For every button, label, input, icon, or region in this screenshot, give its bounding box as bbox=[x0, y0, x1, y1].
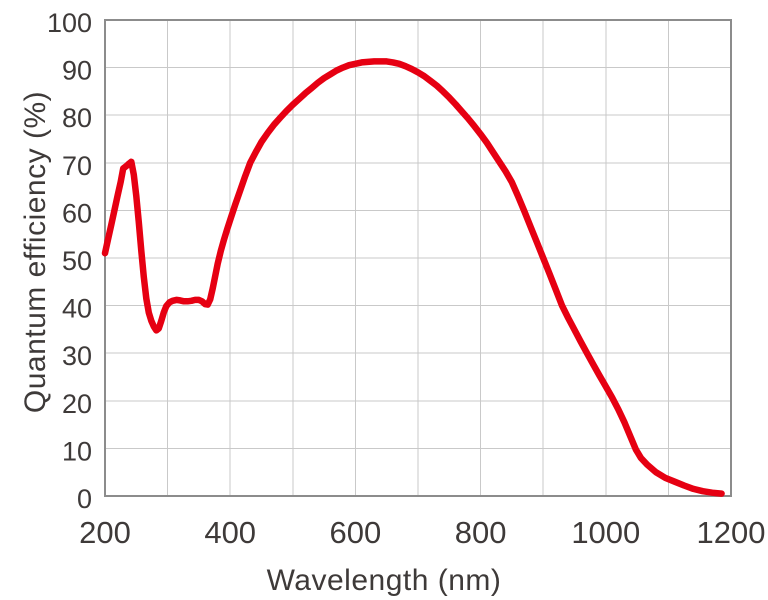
qe-curve bbox=[101, 58, 725, 497]
y-tick-label: 0 bbox=[77, 484, 92, 514]
y-tick-label: 100 bbox=[47, 8, 92, 38]
x-tick-label: 800 bbox=[455, 515, 507, 550]
x-tick-label: 400 bbox=[204, 515, 256, 550]
y-tick-label: 20 bbox=[62, 389, 92, 419]
y-tick-label: 50 bbox=[62, 246, 92, 276]
y-tick-label: 30 bbox=[62, 341, 92, 371]
y-tick-label: 70 bbox=[62, 151, 92, 181]
y-tick-label: 60 bbox=[62, 198, 92, 228]
x-tick-label: 200 bbox=[79, 515, 131, 550]
y-tick-label: 80 bbox=[62, 103, 92, 133]
y-tick-label: 10 bbox=[62, 436, 92, 466]
plot-border bbox=[104, 19, 732, 497]
x-tick-label: 600 bbox=[330, 515, 382, 550]
y-tick-label: 40 bbox=[62, 294, 92, 324]
x-tick-label: 1200 bbox=[697, 515, 766, 550]
x-tick-label: 1000 bbox=[571, 515, 640, 550]
x-axis-title: Wavelength (nm) bbox=[266, 564, 502, 597]
y-tick-label: 90 bbox=[62, 56, 92, 86]
